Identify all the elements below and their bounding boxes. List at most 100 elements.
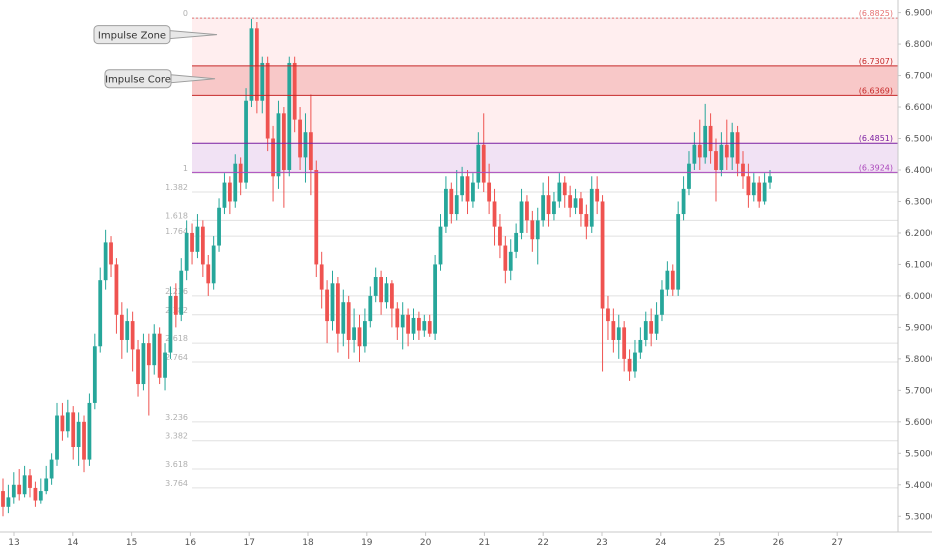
candle bbox=[379, 270, 383, 315]
x-tick-label: 17 bbox=[243, 538, 254, 548]
candle-body bbox=[557, 182, 562, 202]
candle-body bbox=[595, 188, 600, 202]
callout-box bbox=[104, 69, 172, 89]
candle bbox=[687, 151, 691, 196]
x-tick-label: 21 bbox=[479, 538, 490, 548]
x-tick-label: 25 bbox=[714, 538, 725, 548]
candle-body bbox=[55, 415, 59, 460]
candle bbox=[76, 412, 81, 466]
candle bbox=[481, 113, 486, 193]
candle bbox=[589, 176, 594, 233]
fib-label: 2.618 bbox=[165, 334, 188, 343]
candle bbox=[735, 125, 740, 177]
candle-body bbox=[681, 188, 686, 215]
candle bbox=[768, 169, 772, 189]
fib-label: 0 bbox=[183, 9, 188, 18]
candle-body bbox=[535, 220, 540, 240]
candle bbox=[611, 308, 616, 353]
candle-body bbox=[11, 484, 16, 498]
candle bbox=[525, 195, 529, 233]
callout: Impulse Zone bbox=[93, 25, 218, 45]
candle-body bbox=[227, 182, 232, 202]
candle bbox=[492, 188, 497, 246]
candle-body bbox=[292, 62, 297, 120]
candle-body bbox=[190, 232, 194, 252]
candle-body bbox=[406, 314, 410, 334]
candle-body bbox=[341, 302, 346, 334]
candle-body bbox=[200, 226, 205, 265]
y-tick-label: 5.7000 bbox=[905, 386, 932, 396]
zone-layer bbox=[192, 18, 898, 173]
candle bbox=[600, 195, 605, 372]
candle bbox=[103, 229, 108, 290]
candle bbox=[292, 56, 297, 133]
candle bbox=[276, 100, 281, 189]
y-tick-label: 6.6000 bbox=[905, 103, 932, 113]
candle bbox=[206, 254, 211, 296]
candle-body bbox=[395, 308, 400, 328]
candle-body bbox=[503, 245, 508, 271]
candle bbox=[508, 239, 513, 281]
candle-body bbox=[109, 242, 113, 265]
candle-body bbox=[82, 421, 86, 460]
candle bbox=[579, 192, 583, 227]
candle bbox=[390, 280, 394, 328]
y-tick-label: 5.8000 bbox=[905, 355, 932, 365]
candle bbox=[368, 286, 373, 328]
candle-body bbox=[28, 475, 32, 488]
candle-body bbox=[638, 339, 643, 353]
candle bbox=[119, 302, 124, 359]
candle bbox=[697, 119, 702, 170]
candle bbox=[319, 251, 324, 309]
fib-label: 3.236 bbox=[165, 413, 188, 422]
y-tick-label: 5.4000 bbox=[905, 481, 932, 491]
candle-body bbox=[271, 138, 275, 177]
candle bbox=[357, 314, 362, 363]
candle bbox=[17, 469, 22, 501]
candle-body bbox=[65, 412, 70, 432]
fib-label: 1.764 bbox=[165, 227, 188, 236]
candle-body bbox=[687, 163, 691, 189]
candle-body bbox=[444, 188, 448, 227]
x-tick-label: 19 bbox=[361, 538, 373, 548]
candle bbox=[476, 132, 481, 189]
candle-body bbox=[508, 251, 513, 271]
candle-body bbox=[541, 195, 546, 221]
candle bbox=[114, 258, 119, 334]
candle-body bbox=[519, 201, 524, 233]
candle bbox=[562, 176, 567, 208]
candle-body bbox=[487, 182, 492, 202]
candle bbox=[552, 192, 556, 221]
candle-body bbox=[260, 62, 265, 101]
candle-body bbox=[119, 314, 124, 340]
candle bbox=[330, 270, 335, 331]
price-level-label: (6.7307) bbox=[859, 57, 893, 66]
candle-body bbox=[660, 289, 664, 315]
candle bbox=[519, 188, 524, 240]
candle bbox=[22, 465, 27, 498]
x-tick-label: 15 bbox=[126, 538, 137, 548]
candle bbox=[746, 163, 751, 208]
candle bbox=[244, 88, 248, 189]
candle-body bbox=[49, 459, 54, 479]
candle-body bbox=[163, 352, 167, 378]
candle-body bbox=[346, 302, 351, 340]
candle-body bbox=[768, 176, 772, 183]
candle bbox=[411, 308, 416, 340]
callout-label: Impulse Core bbox=[105, 75, 171, 86]
candle-body bbox=[589, 188, 594, 227]
candle bbox=[352, 308, 356, 353]
x-tick-label: 18 bbox=[302, 538, 314, 548]
candle-body bbox=[384, 283, 389, 303]
candle-body bbox=[438, 226, 443, 265]
candle bbox=[254, 22, 259, 114]
candle-body bbox=[579, 198, 583, 215]
candle bbox=[417, 311, 421, 340]
candle bbox=[130, 311, 135, 372]
candle bbox=[71, 406, 76, 460]
price-level-label: (6.8825) bbox=[859, 9, 893, 18]
candle bbox=[654, 302, 659, 340]
